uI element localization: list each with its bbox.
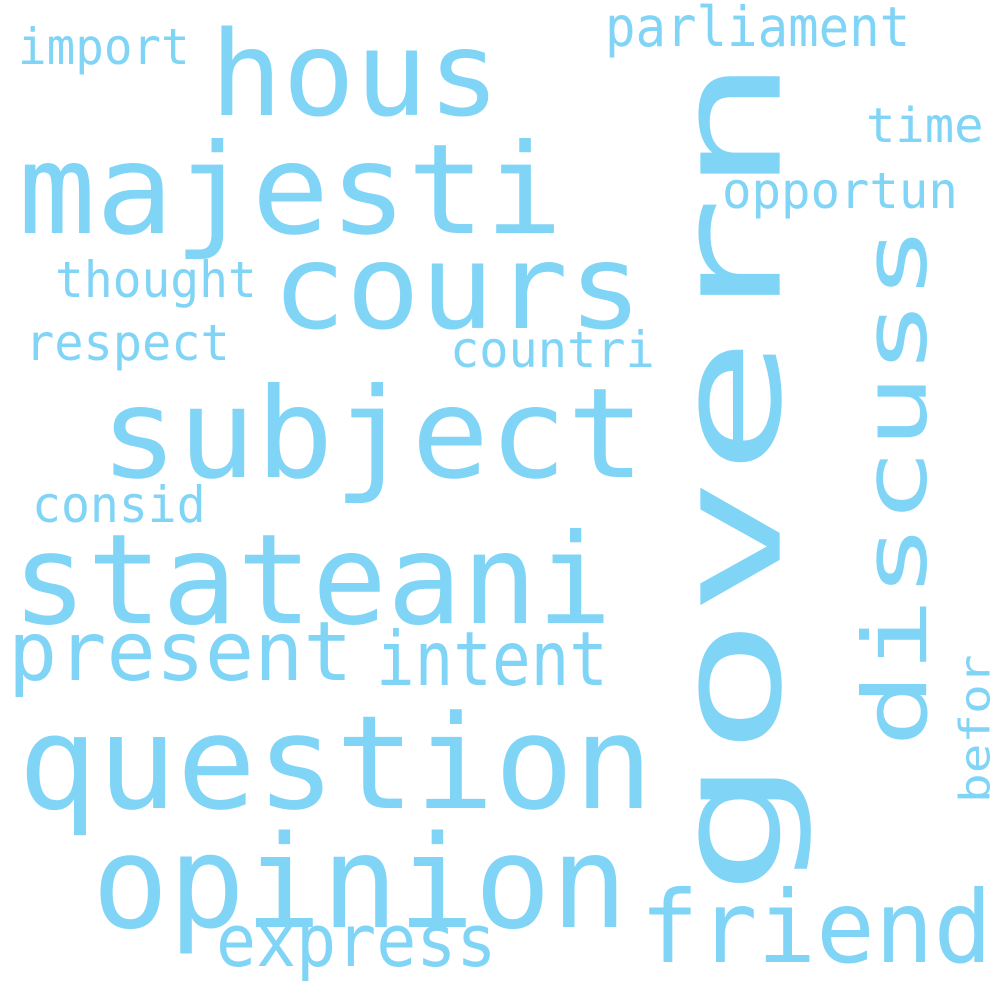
word-befor: befor <box>950 654 1000 803</box>
word-opinion: opinion <box>92 809 628 958</box>
word-import: import <box>18 18 190 76</box>
word-discuss: discuss <box>844 225 948 748</box>
word-stateani: stateani <box>12 508 613 653</box>
word-intent: intent <box>376 615 608 703</box>
word-opportun: opportun <box>722 162 958 220</box>
word-question: question <box>18 687 654 839</box>
word-thought: thought <box>55 251 257 309</box>
word-friend: friend <box>640 869 993 986</box>
word-consid: consid <box>32 476 206 534</box>
word-parliament: parliament <box>605 0 911 59</box>
word-respect: respect <box>25 314 230 372</box>
word-countri: countri <box>450 321 655 379</box>
word-subject: subject <box>100 362 645 507</box>
word-present: present <box>8 605 353 700</box>
word-express: express <box>216 899 497 983</box>
word-majesti: majesti <box>18 118 563 263</box>
word-time: time <box>866 98 984 154</box>
word-cours: cours <box>272 218 643 356</box>
word-hous: hous <box>210 5 501 143</box>
